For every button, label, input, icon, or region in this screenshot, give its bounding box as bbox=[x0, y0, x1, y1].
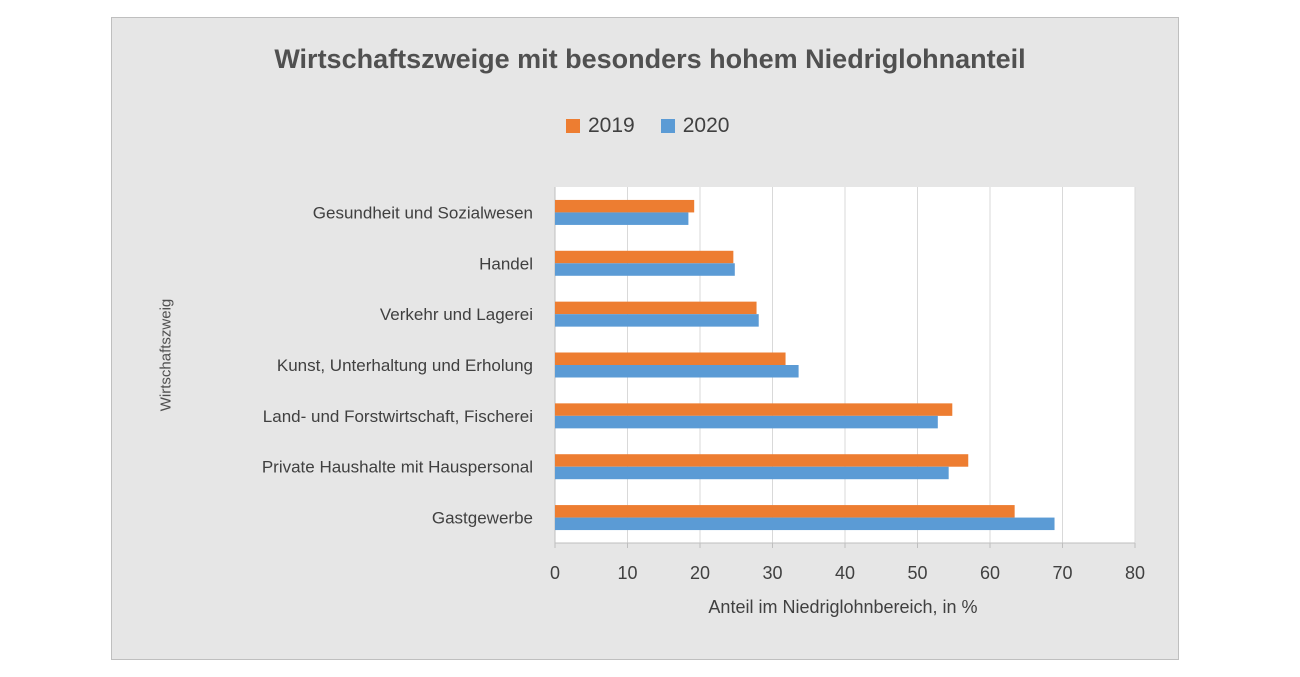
bar-2020-2 bbox=[555, 314, 759, 327]
x-tick-label: 80 bbox=[1125, 563, 1145, 583]
bar-2020-3 bbox=[555, 365, 799, 378]
y-tick-label: Private Haushalte mit Hauspersonal bbox=[262, 458, 533, 477]
legend: 2019 2020 bbox=[566, 114, 729, 138]
chart-title: Wirtschaftszweige mit besonders hohem Ni… bbox=[274, 44, 1026, 74]
x-tick-label: 60 bbox=[980, 563, 1000, 583]
legend-swatch-2019 bbox=[566, 119, 580, 133]
y-tick-label: Kunst, Unterhaltung und Erholung bbox=[277, 356, 533, 375]
y-tick-label: Gastgewerbe bbox=[432, 509, 533, 528]
bar-2020-1 bbox=[555, 263, 735, 276]
bar-2019-2 bbox=[555, 301, 757, 315]
y-tick-label: Verkehr und Lagerei bbox=[380, 305, 533, 324]
x-tick-label: 70 bbox=[1052, 563, 1072, 583]
bar-2020-5 bbox=[555, 466, 949, 480]
legend-label-2019: 2019 bbox=[588, 114, 635, 137]
bar-2020-0 bbox=[555, 212, 689, 225]
bar-2019-5 bbox=[555, 454, 969, 467]
x-axis-label: Anteil im Niedriglohnbereich, in % bbox=[708, 597, 978, 617]
legend-label-2020: 2020 bbox=[682, 114, 730, 137]
x-tick-label: 30 bbox=[762, 563, 782, 583]
bar-2020-4 bbox=[555, 415, 938, 429]
y-tick-label: Handel bbox=[479, 254, 533, 273]
y-tick-label: Gesundheit und Sozialwesen bbox=[313, 203, 533, 222]
x-tick-label: 40 bbox=[835, 563, 855, 583]
legend-swatch-2020 bbox=[660, 119, 675, 133]
y-tick-label: Land- und Forstwirtschaft, Fischerei bbox=[263, 407, 533, 426]
bar-2019-3 bbox=[555, 352, 786, 365]
bar-2019-6 bbox=[555, 505, 1015, 518]
x-tick-label: 10 bbox=[617, 563, 637, 583]
bar-2019-0 bbox=[555, 199, 695, 213]
x-tick-label: 20 bbox=[690, 563, 710, 583]
x-tick-label: 50 bbox=[907, 563, 927, 583]
legend-entry-2019: 2019 bbox=[566, 114, 635, 138]
x-tick-label: 0 bbox=[550, 563, 560, 583]
bar-2019-4 bbox=[555, 403, 953, 416]
legend-entry-2020: 2020 bbox=[660, 114, 730, 138]
bar-2019-1 bbox=[555, 250, 734, 264]
bar-2020-6 bbox=[555, 517, 1055, 531]
